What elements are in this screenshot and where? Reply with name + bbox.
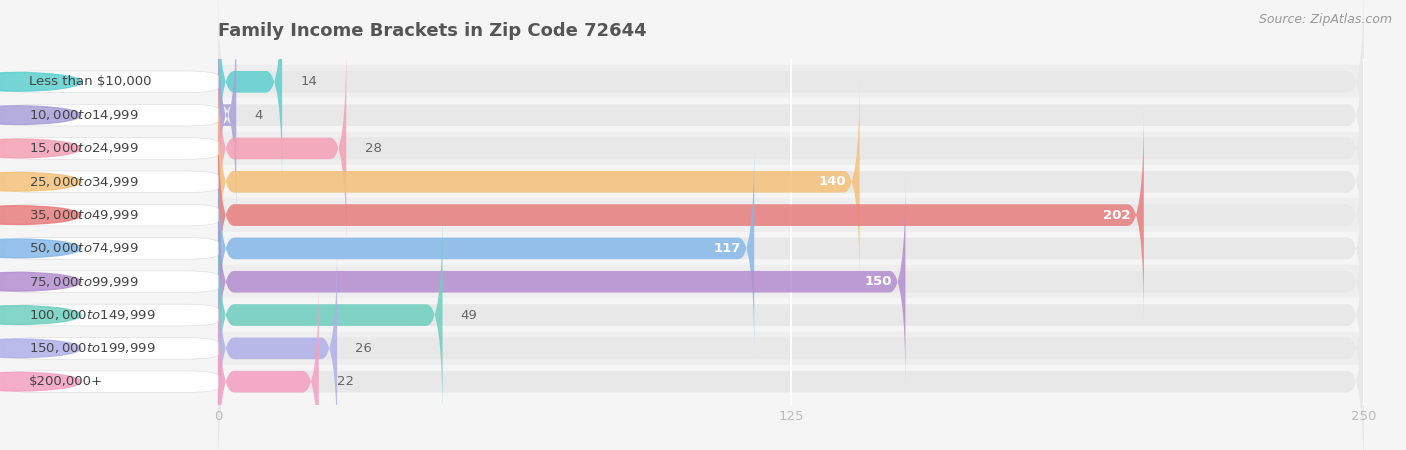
FancyBboxPatch shape: [218, 209, 443, 421]
Text: 26: 26: [356, 342, 373, 355]
Text: 117: 117: [713, 242, 741, 255]
FancyBboxPatch shape: [218, 109, 1144, 321]
FancyBboxPatch shape: [4, 138, 218, 159]
Bar: [218, 132, 1364, 165]
FancyBboxPatch shape: [218, 0, 283, 188]
FancyBboxPatch shape: [4, 271, 218, 292]
Text: 22: 22: [337, 375, 354, 388]
FancyBboxPatch shape: [4, 171, 218, 193]
Text: $200,000+: $200,000+: [30, 375, 103, 388]
FancyBboxPatch shape: [218, 43, 346, 254]
Text: $35,000 to $49,999: $35,000 to $49,999: [30, 208, 139, 222]
Text: 49: 49: [461, 309, 478, 322]
Text: $75,000 to $99,999: $75,000 to $99,999: [30, 275, 139, 289]
Circle shape: [0, 239, 82, 258]
FancyBboxPatch shape: [4, 104, 218, 126]
FancyBboxPatch shape: [218, 109, 1364, 321]
Bar: [218, 332, 1364, 365]
FancyBboxPatch shape: [218, 43, 1364, 254]
FancyBboxPatch shape: [218, 143, 754, 354]
Circle shape: [0, 106, 82, 125]
Circle shape: [0, 306, 82, 324]
FancyBboxPatch shape: [4, 371, 218, 392]
Circle shape: [0, 172, 82, 191]
Text: 202: 202: [1102, 209, 1130, 221]
Bar: [218, 165, 1364, 198]
Text: $25,000 to $34,999: $25,000 to $34,999: [30, 175, 139, 189]
Bar: [218, 265, 1364, 298]
FancyBboxPatch shape: [4, 304, 218, 326]
Text: $150,000 to $199,999: $150,000 to $199,999: [30, 342, 156, 356]
Text: 4: 4: [254, 108, 263, 122]
FancyBboxPatch shape: [218, 243, 337, 450]
Circle shape: [0, 272, 82, 291]
Text: 140: 140: [818, 175, 846, 188]
FancyBboxPatch shape: [4, 204, 218, 226]
Circle shape: [0, 372, 82, 391]
Text: Less than $10,000: Less than $10,000: [30, 75, 152, 88]
Text: 28: 28: [364, 142, 381, 155]
Text: Family Income Brackets in Zip Code 72644: Family Income Brackets in Zip Code 72644: [218, 22, 647, 40]
Text: 150: 150: [865, 275, 891, 288]
Text: $10,000 to $14,999: $10,000 to $14,999: [30, 108, 139, 122]
FancyBboxPatch shape: [218, 276, 1364, 450]
Bar: [218, 365, 1364, 398]
Bar: [218, 198, 1364, 232]
Text: $15,000 to $24,999: $15,000 to $24,999: [30, 141, 139, 155]
Bar: [218, 65, 1364, 99]
FancyBboxPatch shape: [218, 9, 1364, 221]
FancyBboxPatch shape: [4, 71, 218, 93]
FancyBboxPatch shape: [4, 338, 218, 359]
Bar: [218, 232, 1364, 265]
Text: Source: ZipAtlas.com: Source: ZipAtlas.com: [1258, 14, 1392, 27]
FancyBboxPatch shape: [218, 9, 236, 221]
Text: $100,000 to $149,999: $100,000 to $149,999: [30, 308, 156, 322]
FancyBboxPatch shape: [218, 276, 319, 450]
FancyBboxPatch shape: [218, 209, 1364, 421]
Bar: [218, 99, 1364, 132]
Circle shape: [0, 139, 82, 158]
FancyBboxPatch shape: [218, 243, 1364, 450]
FancyBboxPatch shape: [218, 143, 1364, 354]
FancyBboxPatch shape: [218, 176, 1364, 387]
FancyBboxPatch shape: [218, 76, 1364, 288]
Text: 14: 14: [301, 75, 318, 88]
Text: $50,000 to $74,999: $50,000 to $74,999: [30, 241, 139, 256]
Bar: [218, 298, 1364, 332]
FancyBboxPatch shape: [218, 0, 1364, 188]
Circle shape: [0, 206, 82, 225]
Circle shape: [0, 339, 82, 358]
FancyBboxPatch shape: [218, 76, 859, 288]
FancyBboxPatch shape: [4, 238, 218, 259]
FancyBboxPatch shape: [218, 176, 905, 387]
Circle shape: [0, 72, 82, 91]
